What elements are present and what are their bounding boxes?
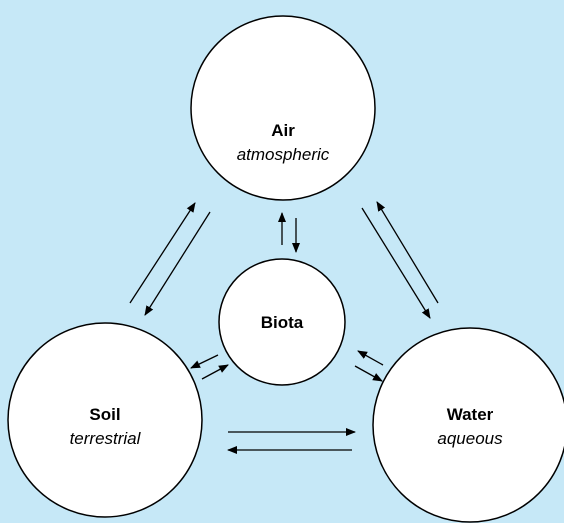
node-biota: [218, 258, 346, 386]
node-sublabel: terrestrial: [70, 429, 142, 448]
node-label: Air: [271, 121, 295, 140]
node-sublabel: aqueous: [437, 429, 503, 448]
arrows: [129, 201, 439, 454]
node-label: Biota: [261, 313, 304, 332]
node-sublabel: atmospheric: [237, 145, 330, 164]
node-soil: [7, 322, 203, 518]
node-air: [190, 15, 376, 201]
node-label: Water: [447, 405, 494, 424]
node-water: [372, 327, 564, 523]
node-label: Soil: [89, 405, 120, 424]
